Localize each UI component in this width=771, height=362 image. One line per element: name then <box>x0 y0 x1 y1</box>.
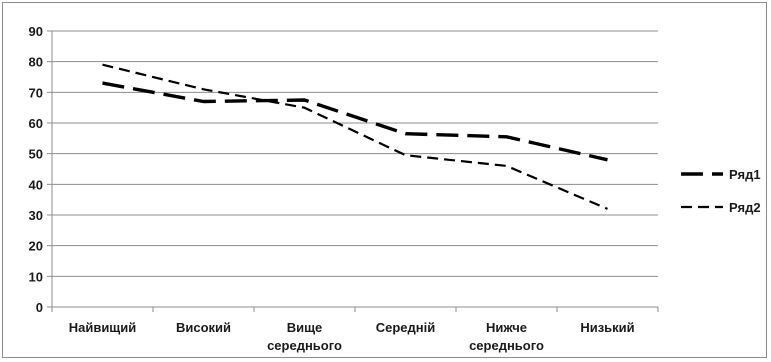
y-tick-label: 70 <box>29 85 43 100</box>
x-category-label: Найвищий <box>69 320 137 335</box>
y-tick-label: 60 <box>29 116 43 131</box>
y-tick-label: 50 <box>29 147 43 162</box>
y-tick-label: 90 <box>29 24 43 39</box>
x-category-label: Нижче <box>486 320 527 335</box>
x-category-label: Середній <box>376 320 436 335</box>
y-tick-label: 0 <box>36 300 43 315</box>
series-lines <box>102 63 608 210</box>
series-line-1 <box>102 81 608 162</box>
y-tick-label: 30 <box>29 208 43 223</box>
y-tick-label: 80 <box>29 55 43 70</box>
x-category-label: середнього <box>267 338 342 353</box>
legend-label-1: Ряд1 <box>729 167 761 182</box>
axes <box>47 30 659 312</box>
y-tick-label: 10 <box>29 269 43 284</box>
legend-label-2: Ряд2 <box>729 200 761 215</box>
y-tick-labels: 0 10 20 30 40 50 60 70 80 90 <box>29 24 43 315</box>
x-category-labels: Найвищий Високий Вище середнього Середній Ниж… <box>69 320 635 353</box>
x-category-label: Низький <box>580 320 634 335</box>
x-category-label: Вище <box>287 320 323 335</box>
legend: Ряд1 Ряд2 <box>681 167 761 215</box>
gridlines <box>52 30 658 277</box>
y-tick-label: 40 <box>29 177 43 192</box>
x-category-label: середнього <box>469 338 544 353</box>
y-tick-label: 20 <box>29 239 43 254</box>
series-line-2 <box>102 63 608 210</box>
x-category-label: Високий <box>176 320 231 335</box>
